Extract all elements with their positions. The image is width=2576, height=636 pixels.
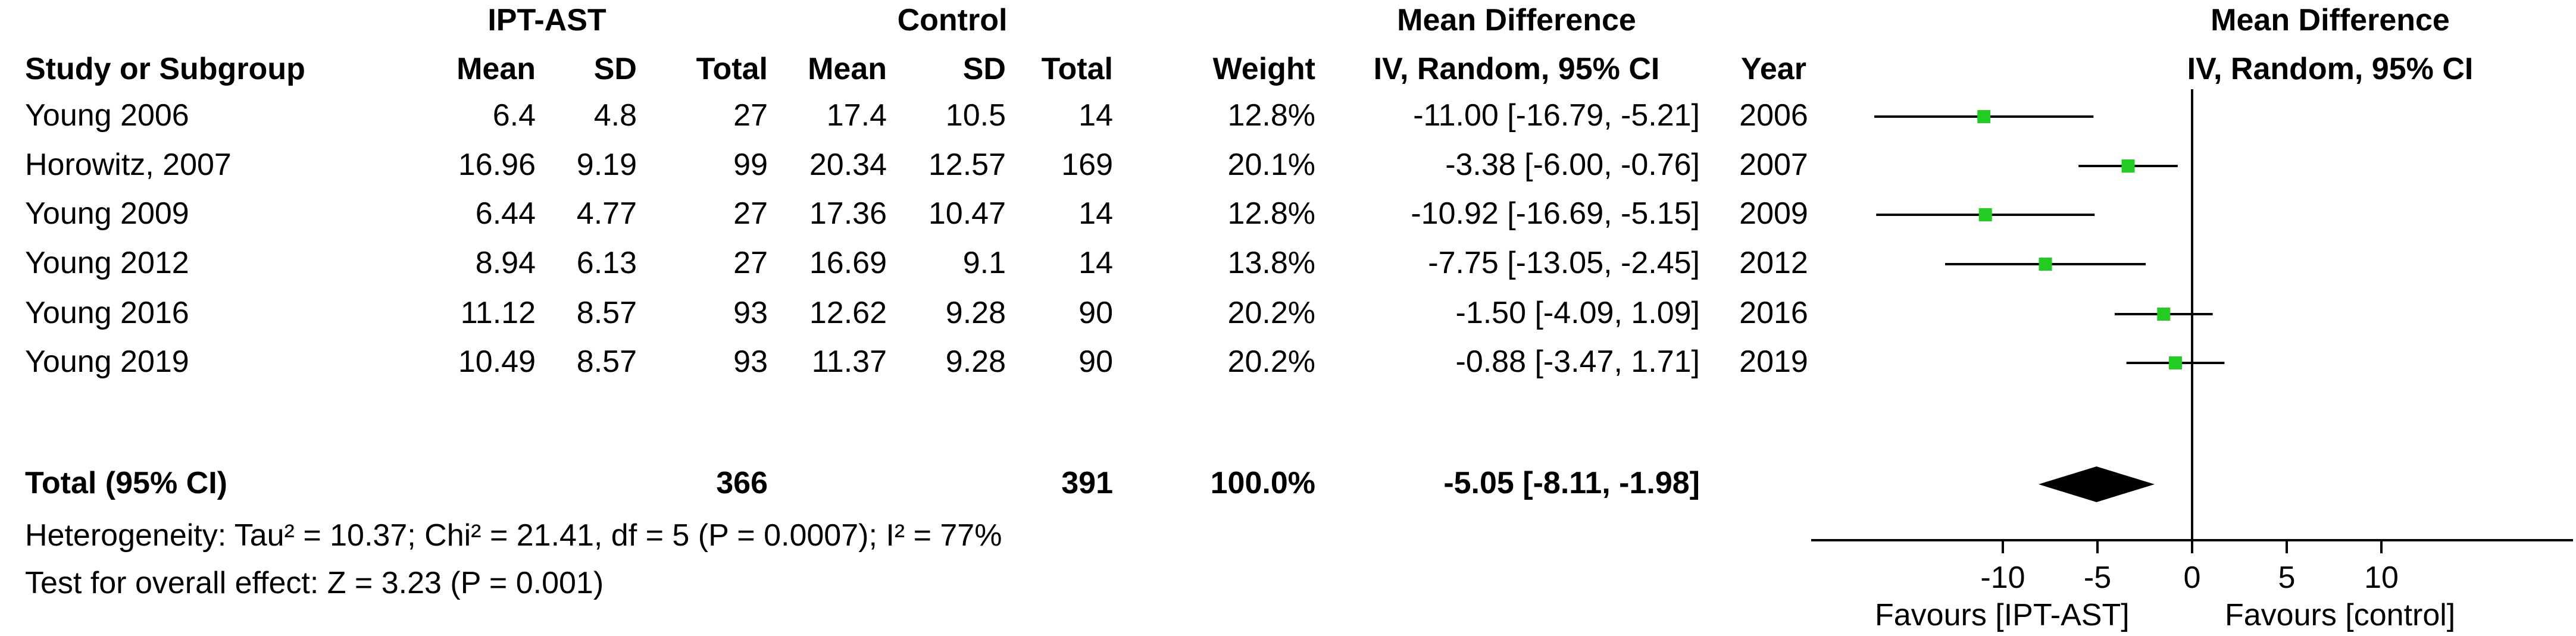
header-mean-ctrl: Mean (808, 52, 887, 86)
cell-ci: -0.88 [-3.47, 1.71] (1455, 344, 1700, 379)
cell-total1: 93 (733, 296, 768, 330)
plot-header-iv-random: IV, Random, 95% CI (2187, 52, 2474, 86)
cell-sd1: 8.57 (576, 344, 637, 379)
cell-ci: -7.75 [-13.05, -2.45] (1428, 246, 1700, 280)
cell-total1: 27 (733, 196, 768, 231)
cell-total2: 169 (1061, 148, 1113, 182)
cell-mean2: 12.62 (809, 296, 887, 330)
x-tick-label: 0 (2184, 560, 2201, 595)
header-total-exp: Total (696, 52, 768, 86)
cell-total2: 90 (1078, 344, 1113, 379)
header-mean-exp: Mean (457, 52, 536, 86)
cell-mean1: 8.94 (475, 246, 536, 280)
cell-study: Young 2006 (25, 98, 189, 133)
cell-sd1: 8.57 (576, 296, 637, 330)
total-weight: 100.0% (1210, 466, 1315, 500)
cell-sd2: 9.28 (945, 344, 1006, 379)
cell-ci: -3.38 [-6.00, -0.76] (1445, 148, 1700, 182)
cell-total2: 14 (1078, 246, 1113, 280)
header-group-ipt-ast: IPT-AST (487, 3, 607, 37)
header-sd-ctrl: SD (962, 52, 1006, 86)
cell-weight: 12.8% (1227, 196, 1315, 231)
study-estimate-marker (2039, 258, 2052, 271)
cell-ci: -11.00 [-16.79, -5.21] (1413, 98, 1700, 133)
cell-mean1: 10.49 (458, 344, 536, 379)
header-total-ctrl: Total (1041, 52, 1113, 86)
cell-total1: 27 (733, 246, 768, 280)
header-study: Study or Subgroup (25, 52, 305, 86)
cell-ci: -10.92 [-16.69, -5.15] (1411, 196, 1700, 231)
heterogeneity-text: Heterogeneity: Tau² = 10.37; Chi² = 21.4… (25, 518, 1002, 553)
total-ctrl: 391 (1061, 466, 1113, 500)
cell-year: 2009 (1739, 196, 1808, 231)
cell-total1: 99 (733, 148, 768, 182)
header-mean-difference: Mean Difference (1397, 3, 1636, 37)
cell-ci: -1.50 [-4.09, 1.09] (1455, 296, 1700, 330)
cell-sd2: 9.1 (962, 246, 1006, 280)
cell-year: 2016 (1739, 296, 1808, 330)
cell-total2: 14 (1078, 98, 1113, 133)
study-estimate-marker (1977, 110, 1991, 123)
header-iv-random: IV, Random, 95% CI (1373, 52, 1660, 86)
study-estimate-marker (2157, 308, 2171, 321)
plot-header-mean-difference: Mean Difference (2211, 3, 2450, 37)
cell-year: 2019 (1739, 344, 1808, 379)
cell-total2: 90 (1078, 296, 1113, 330)
cell-total2: 14 (1078, 196, 1113, 231)
pooled-effect-diamond (2039, 466, 2155, 502)
cell-sd2: 10.47 (928, 196, 1006, 231)
header-year: Year (1741, 52, 1806, 86)
cell-mean2: 17.36 (809, 196, 887, 231)
x-tick-label: -5 (2084, 560, 2111, 595)
cell-weight: 13.8% (1227, 246, 1315, 280)
cell-weight: 20.1% (1227, 148, 1315, 182)
cell-total1: 27 (733, 98, 768, 133)
cell-sd2: 9.28 (945, 296, 1006, 330)
cell-sd1: 9.19 (576, 148, 637, 182)
cell-sd1: 6.13 (576, 246, 637, 280)
study-estimate-marker (2121, 159, 2135, 173)
cell-mean2: 20.34 (809, 148, 887, 182)
cell-weight: 20.2% (1227, 344, 1315, 379)
total-exp: 366 (716, 466, 768, 500)
study-estimate-marker (2169, 356, 2183, 369)
cell-weight: 12.8% (1227, 98, 1315, 133)
x-tick-label: 5 (2278, 560, 2296, 595)
cell-sd2: 10.5 (945, 98, 1006, 133)
header-group-control: Control (897, 3, 1008, 37)
favours-left-label: Favours [IPT-AST] (1875, 598, 2130, 632)
header-sd-exp: SD (593, 52, 637, 86)
cell-study: Horowitz, 2007 (25, 148, 232, 182)
total-label: Total (95% CI) (25, 466, 227, 500)
x-tick-label: -10 (1980, 560, 2025, 595)
cell-mean1: 6.44 (475, 196, 536, 231)
cell-study: Young 2016 (25, 296, 189, 330)
cell-year: 2007 (1739, 148, 1808, 182)
cell-mean1: 6.4 (492, 98, 536, 133)
cell-study: Young 2019 (25, 344, 189, 379)
study-estimate-marker (1978, 208, 1992, 221)
cell-year: 2012 (1739, 246, 1808, 280)
cell-study: Young 2009 (25, 196, 189, 231)
cell-sd1: 4.77 (576, 196, 637, 231)
total-ci: -5.05 [-8.11, -1.98] (1443, 466, 1700, 500)
x-tick-label: 10 (2364, 560, 2399, 595)
overall-effect-text: Test for overall effect: Z = 3.23 (P = 0… (25, 566, 604, 600)
header-weight: Weight (1212, 52, 1315, 86)
cell-total1: 93 (733, 344, 768, 379)
cell-year: 2006 (1739, 98, 1808, 133)
cell-mean1: 16.96 (458, 148, 536, 182)
cell-mean1: 11.12 (460, 296, 536, 330)
cell-weight: 20.2% (1227, 296, 1315, 330)
cell-study: Young 2012 (25, 246, 189, 280)
favours-right-label: Favours [control] (2225, 598, 2456, 632)
cell-mean2: 16.69 (809, 246, 887, 280)
cell-mean2: 17.4 (826, 98, 887, 133)
cell-mean2: 11.37 (811, 344, 887, 379)
cell-sd2: 12.57 (928, 148, 1006, 182)
cell-sd1: 4.8 (593, 98, 637, 133)
